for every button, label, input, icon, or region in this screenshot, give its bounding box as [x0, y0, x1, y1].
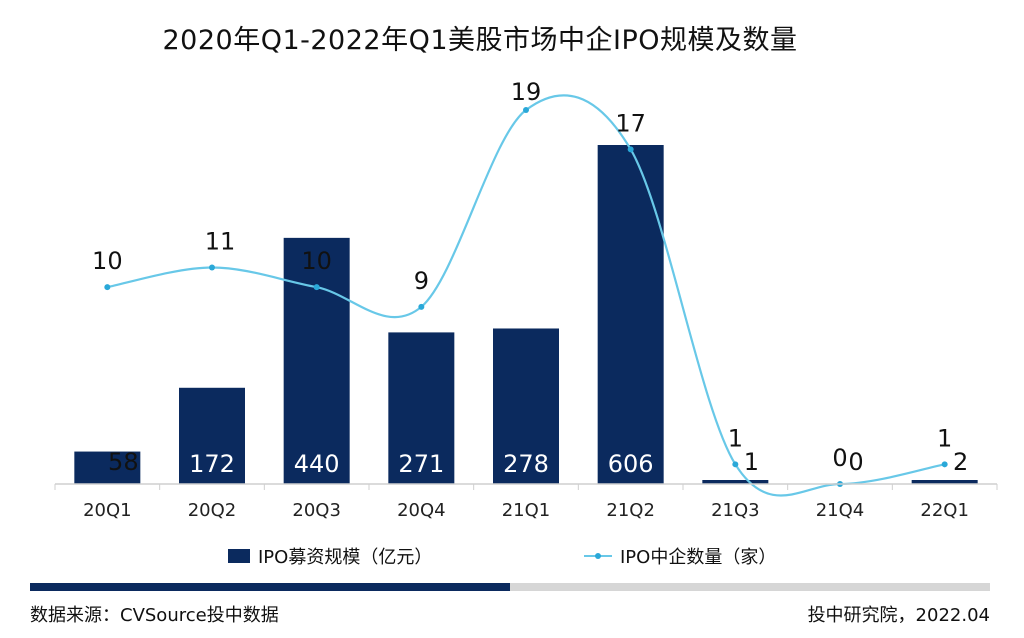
- x-tick-label: 20Q1: [83, 500, 132, 521]
- bar: [911, 480, 978, 484]
- x-tick-label: 21Q2: [606, 500, 655, 521]
- bars-layer: 58 172 440 271 278 606 1 0 2: [74, 145, 978, 484]
- legend-label-bar: IPO募资规模（亿元）: [258, 547, 433, 568]
- credit-note: 投中研究院，2022.04: [807, 605, 990, 626]
- bar-data-label: 2: [953, 448, 968, 476]
- bar-data-label: 58: [108, 448, 139, 476]
- x-tick-label: 21Q4: [816, 500, 865, 521]
- bar-data-label: 172: [189, 450, 235, 478]
- bar: [388, 332, 455, 484]
- line-data-label: 19: [511, 78, 542, 106]
- progress-bar: [30, 583, 990, 591]
- bar: [74, 451, 141, 484]
- axis-layer: 20Q1 20Q2 20Q3 20Q4 21Q1 21Q2 21Q3 21Q4 22Q1: [54, 483, 998, 521]
- x-tick-label: 21Q1: [502, 500, 551, 521]
- source-note: 数据来源：CVSource投中数据: [30, 605, 279, 626]
- x-tick-label: 20Q2: [188, 500, 237, 521]
- line-point: [104, 284, 111, 291]
- line-point: [732, 461, 739, 468]
- bar: [702, 480, 769, 484]
- line-series-path: [107, 94, 945, 497]
- bar-data-label: 1: [744, 448, 759, 476]
- bar: [493, 328, 559, 484]
- x-tick-label: 20Q4: [397, 500, 446, 521]
- legend-label-line: IPO中企数量（家）: [620, 547, 777, 568]
- line-point: [627, 146, 634, 153]
- line-data-label: 10: [301, 247, 332, 275]
- legend-item-bar: IPO募资规模（亿元）: [228, 543, 432, 569]
- line-point: [941, 461, 948, 468]
- legend-swatch-line: [584, 549, 612, 563]
- bar: [597, 145, 664, 484]
- progress-bar-fill: [30, 583, 510, 591]
- line-point: [523, 107, 529, 113]
- bar-data-label: 0: [848, 448, 863, 476]
- line-point: [209, 264, 215, 271]
- line-data-label: 11: [205, 227, 236, 255]
- line-data-label: 10: [92, 247, 123, 275]
- bar: [179, 387, 245, 484]
- bar-data-label: 278: [503, 450, 549, 478]
- bar: [283, 237, 350, 484]
- line-data-label: 0: [832, 444, 847, 472]
- bar-data-label: 606: [608, 450, 654, 478]
- legend-item-line: IPO中企数量（家）: [584, 543, 776, 569]
- line-data-label: 17: [615, 109, 646, 137]
- x-tick-label: 20Q3: [292, 500, 341, 521]
- chart-title: 2020年Q1-2022年Q1美股市场中企IPO规模及数量: [162, 25, 798, 56]
- line-point: [313, 284, 320, 291]
- bar-data-label: 271: [398, 450, 444, 478]
- x-tick-label: 22Q1: [920, 500, 969, 521]
- line-data-label: 1: [728, 424, 743, 452]
- legend-swatch-bar: [228, 549, 250, 563]
- line-data-label: 9: [414, 267, 429, 295]
- x-tick-label: 21Q3: [711, 500, 760, 521]
- line-point: [418, 303, 425, 310]
- bar-data-label: 440: [294, 450, 340, 478]
- line-data-label: 1: [937, 424, 952, 452]
